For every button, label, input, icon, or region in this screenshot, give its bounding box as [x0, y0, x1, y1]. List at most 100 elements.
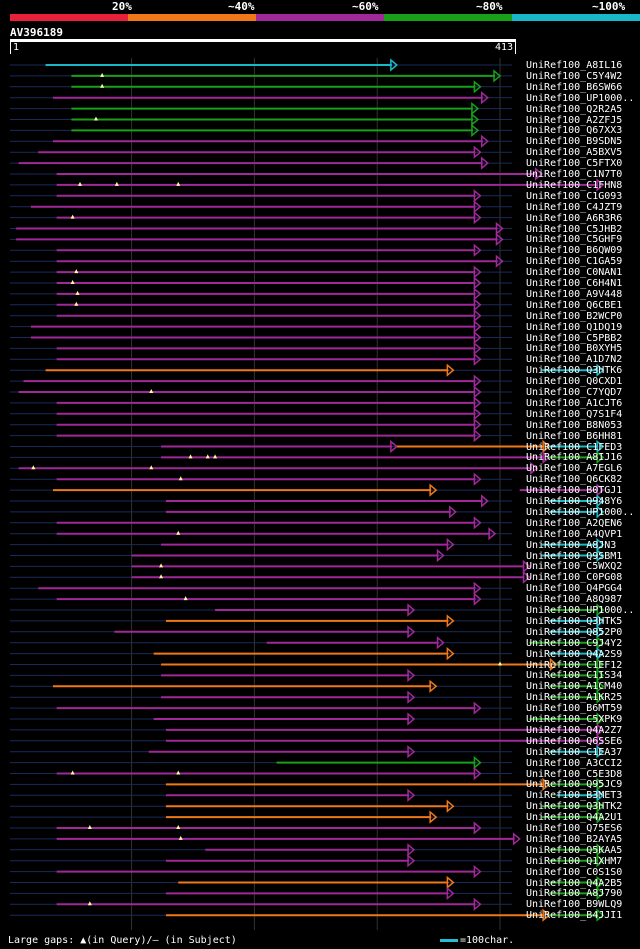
hit-name[interactable]: UniRef100_B9WLQ9: [526, 899, 623, 911]
hit-name[interactable]: UniRef100_B0TGJ1: [526, 485, 623, 497]
hit-name[interactable]: UniRef100_UP1000..: [526, 92, 635, 104]
hit-name[interactable]: UniRef100_C1G093: [526, 190, 623, 202]
hit-name[interactable]: UniRef100_Q1XHM7: [526, 855, 623, 867]
ruler-end-label: 413: [494, 42, 513, 53]
hit-name[interactable]: UniRef100_C5Y4W2: [526, 70, 623, 82]
hit-name[interactable]: UniRef100_Q6SSE6: [526, 735, 623, 747]
hit-name[interactable]: UniRef100_A3CCI2: [526, 757, 623, 769]
hit-arrowhead: [471, 112, 480, 127]
hit-name[interactable]: UniRef100_Q5KAA5: [526, 844, 623, 856]
hit-name[interactable]: UniRef100_A1CJT6: [526, 397, 623, 409]
hit-name[interactable]: UniRef100_A1KR25: [526, 692, 623, 704]
hit-name[interactable]: UniRef100_B6MT59: [526, 703, 623, 715]
hit-arrowhead: [596, 363, 605, 377]
hit-name[interactable]: UniRef100_A7EGL6: [526, 463, 623, 475]
hit-name[interactable]: UniRef100_A8J790: [526, 888, 623, 900]
hit-name[interactable]: UniRef100_Q6CBE1: [526, 299, 623, 311]
hit-arrowhead: [481, 91, 489, 105]
hit-name[interactable]: UniRef100_A9V448: [526, 288, 623, 300]
hit-name[interactable]: UniRef100_C1FHN8: [526, 179, 623, 191]
hit-name[interactable]: UniRef100_Q75ES6: [526, 823, 623, 834]
hit-name[interactable]: UniRef100_C1IS34: [526, 670, 623, 682]
hit-name[interactable]: UniRef100_A8IJ16: [526, 452, 623, 464]
legend-swatch: [128, 14, 256, 21]
hit-name[interactable]: UniRef100_C0S1S0: [526, 866, 623, 878]
hit-name[interactable]: UniRef100_A2QEN6: [526, 517, 623, 529]
hit-name[interactable]: UniRef100_A1CM40: [526, 681, 623, 693]
scale-swatch: [440, 938, 458, 942]
hit-name[interactable]: UniRef100_Q4A2S9: [526, 648, 623, 660]
hit-arrowhead: [481, 494, 489, 508]
hit-arrowhead: [596, 657, 605, 672]
hit-name[interactable]: UniRef100_Q9SBM1: [526, 550, 623, 562]
hit-name[interactable]: UniRef100_C5PBB2: [526, 332, 623, 344]
hit-name[interactable]: UniRef100_C0NAN1: [526, 267, 623, 279]
hit-name[interactable]: UniRef100_Q3HTK5: [526, 615, 623, 627]
hit-name[interactable]: UniRef100_C1EA37: [526, 746, 623, 758]
hit-name[interactable]: UniRef100_Q852P0: [526, 626, 623, 638]
hit-name[interactable]: UniRef100_B0XYH5: [526, 343, 623, 355]
hit-name[interactable]: UniRef100_Q3HTK2: [526, 801, 623, 813]
legend-label: 20%: [112, 0, 132, 13]
hit-arrowhead: [542, 777, 551, 792]
hit-name[interactable]: UniRef100_C5WXQ2: [526, 561, 623, 573]
hit-name[interactable]: UniRef100_A1D7N2: [526, 354, 623, 366]
hit-name[interactable]: UniRef100_B4JJI1: [526, 910, 623, 922]
hit-name[interactable]: UniRef100_C5GHF9: [526, 234, 623, 246]
hit-name[interactable]: UniRef100_Q95JC9: [526, 779, 623, 791]
hit-name[interactable]: UniRef100_A8Q987: [526, 594, 623, 606]
query-gap-marker: [70, 214, 75, 219]
hit-name[interactable]: UniRef100_C6H4N1: [526, 278, 623, 289]
hit-name[interactable]: UniRef100_Q2R2A5: [526, 103, 623, 115]
hit-name[interactable]: UniRef100_A6R3R6: [526, 212, 623, 224]
hit-name[interactable]: UniRef100_B8N053: [526, 419, 623, 431]
hit-arrowhead: [473, 145, 482, 159]
hit-name[interactable]: UniRef100_B6SW66: [526, 81, 623, 93]
hit-name[interactable]: UniRef100_C5FTX0: [526, 158, 623, 170]
hit-name[interactable]: UniRef100_C1FED3: [526, 441, 623, 453]
hit-name[interactable]: UniRef100_Q4PGG4: [526, 583, 623, 595]
hit-name[interactable]: UniRef100_C5JHB2: [526, 223, 623, 235]
hit-name[interactable]: UniRef100_Q0CXD1: [526, 376, 623, 388]
hit-arrowhead: [495, 221, 504, 236]
hit-name[interactable]: UniRef100_UP1000..: [526, 605, 635, 616]
hit-arrowhead: [407, 843, 416, 857]
hit-name[interactable]: UniRef100_A4QVP1: [526, 528, 623, 540]
hit-name[interactable]: UniRef100_B6QW09: [526, 245, 623, 257]
hit-name[interactable]: UniRef100_Q1DQ19: [526, 321, 623, 333]
hit-arrowhead: [446, 363, 455, 377]
hit-name[interactable]: UniRef100_B2AYA5: [526, 833, 623, 845]
hit-name[interactable]: UniRef100_B6HH81: [526, 430, 623, 442]
hit-name[interactable]: UniRef100_B9SDN5: [526, 136, 623, 148]
hit-name[interactable]: UniRef100_A8JN3: [526, 539, 617, 551]
hit-arrowhead: [522, 570, 531, 584]
hit-name[interactable]: UniRef100_Q948Y6: [526, 496, 623, 507]
hit-name[interactable]: UniRef100_Q67XX3: [526, 125, 623, 137]
hit-name[interactable]: UniRef100_B2WCP0: [526, 310, 623, 322]
hit-arrowhead: [596, 636, 605, 650]
hit-name[interactable]: UniRef100_A5BXV5: [526, 147, 623, 159]
hit-name[interactable]: UniRef100_B3MET3: [526, 790, 623, 802]
hit-name[interactable]: UniRef100_A2ZFJ5: [526, 114, 623, 126]
hit-name[interactable]: UniRef100_Q7S1F4: [526, 408, 623, 420]
hit-arrowhead: [542, 439, 551, 454]
hit-name[interactable]: UniRef100_Q6CK82: [526, 474, 623, 486]
hit-name[interactable]: UniRef100_C0PG08: [526, 572, 623, 584]
hit-name[interactable]: UniRef100_C1GA59: [526, 256, 623, 268]
hit-name[interactable]: UniRef100_A8IL16: [526, 60, 623, 71]
hit-name[interactable]: UniRef100_C4JZT9: [526, 201, 623, 213]
hit-name[interactable]: UniRef100_C5E3D8: [526, 768, 623, 780]
query-gap-marker: [176, 530, 181, 535]
hit-name[interactable]: UniRef100_Q4A2U1: [526, 812, 623, 824]
hit-name[interactable]: UniRef100_C1N7T0: [526, 169, 623, 180]
hit-name[interactable]: UniRef100_Q4A2B5: [526, 877, 623, 889]
hit-name[interactable]: UniRef100_C7YQD7: [526, 387, 623, 398]
hit-arrowhead: [473, 407, 482, 421]
hit-name[interactable]: UniRef100_C9J4Y2: [526, 637, 623, 649]
hit-name[interactable]: UniRef100_Q4A2Z7: [526, 724, 623, 736]
hit-name[interactable]: UniRef100_Q3HTK6: [526, 365, 623, 377]
hit-name[interactable]: UniRef100_C5XPK9: [526, 714, 623, 725]
hit-arrowhead: [596, 788, 605, 802]
hit-name[interactable]: UniRef100_UP1000..: [526, 506, 635, 518]
hit-name[interactable]: UniRef100_C1EF12: [526, 659, 623, 671]
